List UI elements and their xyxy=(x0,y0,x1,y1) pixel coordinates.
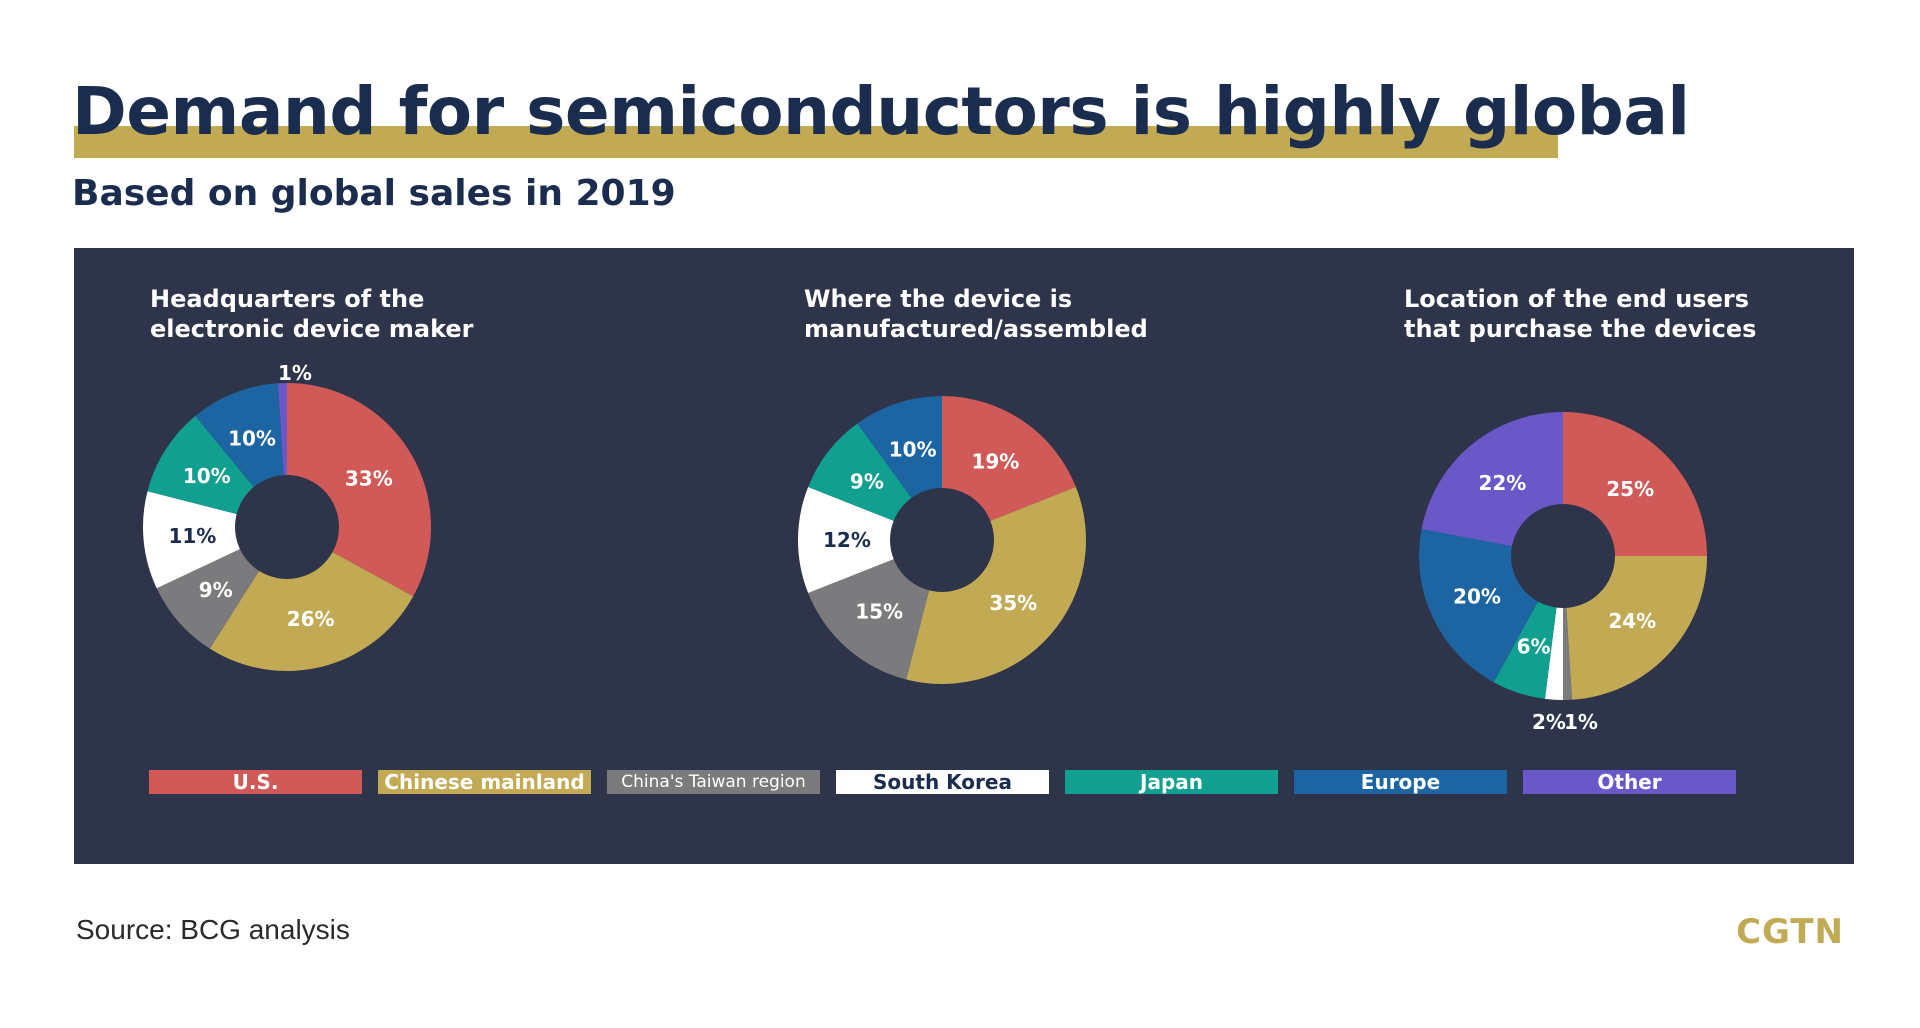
title-highlight-bar xyxy=(74,126,1558,158)
slice-label: 9% xyxy=(850,470,884,494)
cgtn-logo: CGTN xyxy=(1736,912,1844,952)
slice-label: 19% xyxy=(971,449,1019,473)
slice-label: 6% xyxy=(1517,634,1551,658)
legend-item-u-s-: U.S. xyxy=(149,770,362,794)
page-title: Demand for semiconductors is highly glob… xyxy=(72,73,1690,150)
slice-label: 12% xyxy=(823,528,871,552)
source-note: Source: BCG analysis xyxy=(76,914,350,945)
pie-title-headquarters: Headquarters of the electronic device ma… xyxy=(150,285,474,343)
slice-label: 33% xyxy=(345,467,393,491)
slice-label: 22% xyxy=(1478,471,1526,495)
pie-title-manufactured: Where the device is manufactured/assembl… xyxy=(804,285,1148,343)
slice-label: 11% xyxy=(168,524,216,548)
legend-item-south-korea: South Korea xyxy=(836,770,1049,794)
legend-item-japan: Japan xyxy=(1065,770,1278,794)
page-subtitle: Based on global sales in 2019 xyxy=(72,173,676,214)
slice-label: 15% xyxy=(855,599,903,623)
slice-label: 1% xyxy=(1564,710,1598,734)
pie-title-end-users: Location of the end users that purchase … xyxy=(1404,285,1757,343)
legend-item-china-s-taiwan-region: China's Taiwan region xyxy=(607,770,820,794)
slice-label: 9% xyxy=(199,578,233,602)
slice-label: 24% xyxy=(1608,609,1656,633)
pie-slice-south-korea xyxy=(143,491,287,589)
chart-panel: Headquarters of the electronic device ma… xyxy=(74,248,1854,864)
slice-label: 10% xyxy=(228,427,276,451)
legend-item-europe: Europe xyxy=(1294,770,1507,794)
slice-label: 10% xyxy=(889,438,937,462)
slice-label: 2% xyxy=(1532,710,1566,734)
slice-label: 35% xyxy=(989,591,1037,615)
slice-label: 10% xyxy=(183,464,231,488)
slice-label: 25% xyxy=(1606,477,1654,501)
donut-hole xyxy=(890,488,994,592)
slice-label: 26% xyxy=(287,607,335,631)
legend-item-chinese-mainland: Chinese mainland xyxy=(378,770,591,794)
legend-item-other: Other xyxy=(1523,770,1736,794)
pie-slice-chinese-mainland xyxy=(906,486,1086,684)
pie-slice-south-korea xyxy=(798,486,942,594)
slice-label: 1% xyxy=(278,361,312,385)
legend: U.S. Chinese mainland China's Taiwan regio… xyxy=(149,770,1736,794)
donut-hole xyxy=(1511,504,1615,608)
donut-charts: 33%26%9%11%10%10%1%19%35%15%12%9%10%25%2… xyxy=(143,361,1707,734)
donut-hole xyxy=(235,475,339,579)
slice-label: 20% xyxy=(1453,584,1501,608)
pie-slice-chinese-mainland xyxy=(209,527,414,671)
